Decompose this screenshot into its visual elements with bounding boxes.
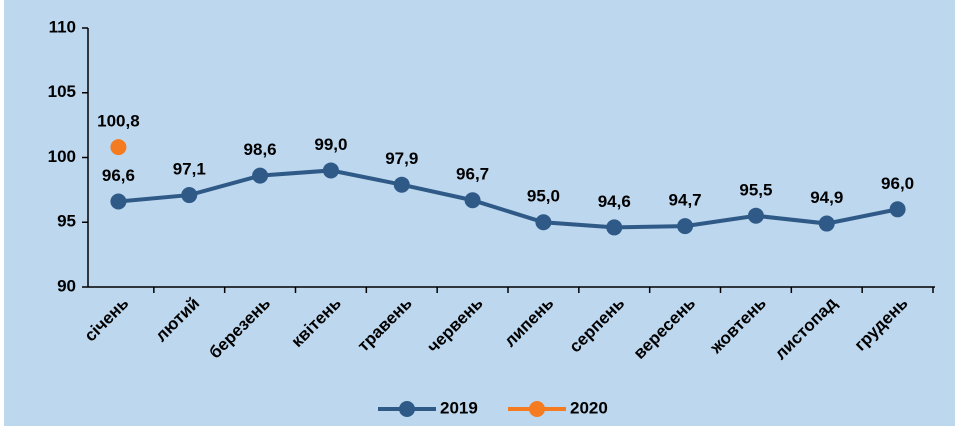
y-tick-label: 95 — [57, 212, 76, 231]
y-tick-label: 90 — [57, 276, 76, 295]
data-label: 96,0 — [881, 174, 914, 193]
legend-label: 2019 — [440, 398, 478, 417]
data-point — [322, 162, 339, 179]
y-tick-label: 100 — [48, 147, 76, 166]
data-point — [818, 215, 835, 232]
data-point — [181, 187, 198, 204]
data-point — [747, 207, 764, 224]
data-point — [110, 139, 127, 156]
data-label: 100,8 — [97, 112, 140, 131]
data-point — [464, 192, 481, 209]
y-tick-label: 110 — [49, 17, 76, 36]
data-label: 94,6 — [598, 192, 631, 211]
data-label: 96,6 — [102, 166, 135, 185]
data-label: 96,7 — [456, 165, 489, 184]
chart-background — [4, 0, 955, 426]
data-label: 98,6 — [244, 140, 277, 159]
data-point — [252, 167, 269, 184]
y-tick-label: 105 — [48, 82, 76, 101]
data-point — [535, 214, 552, 231]
data-point — [393, 176, 410, 193]
data-label: 95,5 — [739, 180, 772, 199]
data-label: 94,7 — [669, 191, 702, 210]
series-line — [118, 168, 898, 230]
data-label: 95,0 — [527, 187, 560, 206]
data-label: 99,0 — [314, 135, 347, 154]
data-label: 97,9 — [385, 149, 418, 168]
data-label: 94,9 — [810, 188, 843, 207]
data-point — [110, 193, 127, 210]
data-point — [606, 219, 623, 236]
data-point — [677, 218, 694, 235]
legend-label: 2020 — [570, 398, 608, 417]
legend-marker — [399, 401, 415, 417]
legend-marker — [529, 401, 545, 417]
data-point — [889, 201, 906, 218]
data-label: 97,1 — [173, 160, 206, 179]
